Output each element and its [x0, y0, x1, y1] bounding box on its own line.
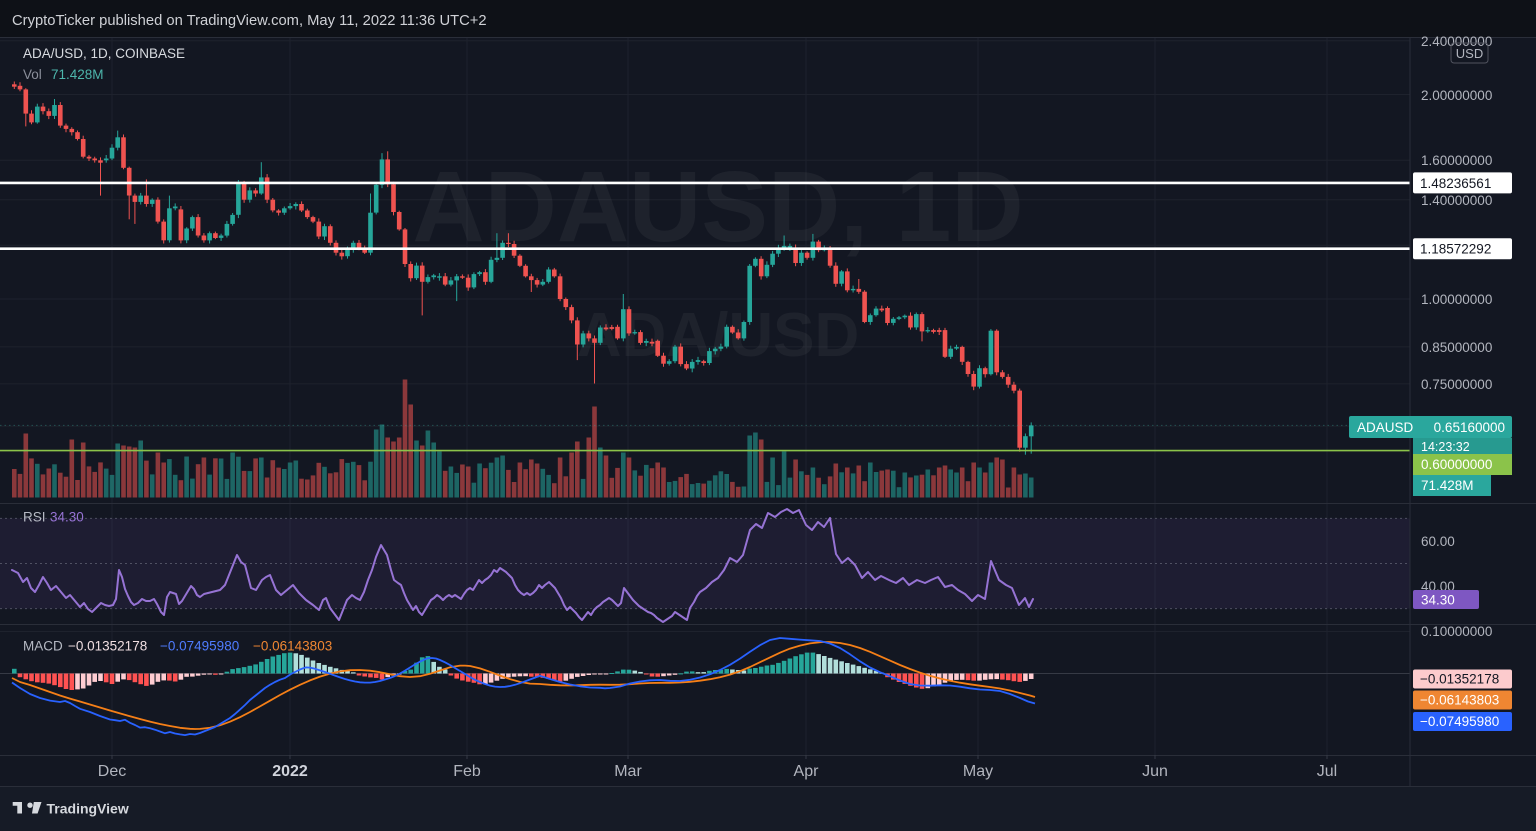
svg-text:0.60000000: 0.60000000 — [1421, 457, 1492, 472]
svg-text:May: May — [963, 763, 993, 780]
svg-text:ADA/USD, 1D, COINBASE: ADA/USD, 1D, COINBASE — [23, 46, 185, 61]
svg-text:−0.07495980: −0.07495980 — [160, 639, 239, 654]
svg-text:−0.06143803: −0.06143803 — [1420, 693, 1499, 708]
svg-text:60.00: 60.00 — [1421, 534, 1455, 549]
svg-text:MACD: MACD — [23, 639, 63, 654]
svg-text:Vol: Vol — [23, 67, 42, 82]
svg-text:71.428M: 71.428M — [51, 67, 104, 82]
svg-text:Feb: Feb — [453, 763, 481, 780]
svg-text:−0.07495980: −0.07495980 — [1420, 714, 1499, 729]
svg-text:−0.01352178: −0.01352178 — [1420, 672, 1499, 687]
svg-text:0.10000000: 0.10000000 — [1421, 624, 1492, 639]
svg-text:0.85000000: 0.85000000 — [1421, 340, 1492, 355]
svg-text:Jun: Jun — [1142, 763, 1168, 780]
svg-text:Jul: Jul — [1317, 763, 1337, 780]
svg-text:Apr: Apr — [794, 763, 820, 780]
svg-text:−0.06143803: −0.06143803 — [253, 639, 332, 654]
svg-text:1.00000000: 1.00000000 — [1421, 292, 1492, 307]
svg-text:RSI: RSI — [23, 510, 46, 525]
svg-text:2.40000000: 2.40000000 — [1421, 34, 1492, 49]
svg-text:1.60000000: 1.60000000 — [1421, 153, 1492, 168]
svg-text:0.65160000: 0.65160000 — [1434, 420, 1505, 435]
svg-text:0.75000000: 0.75000000 — [1421, 377, 1492, 392]
svg-text:1.48236561: 1.48236561 — [1420, 176, 1491, 191]
svg-text:2022: 2022 — [272, 763, 308, 780]
svg-text:1.40000000: 1.40000000 — [1421, 193, 1492, 208]
svg-text:34.30: 34.30 — [1421, 593, 1455, 608]
svg-text:TradingView: TradingView — [47, 801, 129, 817]
svg-text:14:23:32: 14:23:32 — [1421, 440, 1470, 454]
svg-text:34.30: 34.30 — [50, 510, 84, 525]
svg-text:ADAUSD: ADAUSD — [1357, 420, 1414, 435]
svg-text:CryptoTicker published on Trad: CryptoTicker published on TradingView.co… — [12, 13, 487, 29]
svg-text:1.18572292: 1.18572292 — [1420, 242, 1491, 257]
svg-text:Dec: Dec — [98, 763, 126, 780]
svg-text:−0.01352178: −0.01352178 — [68, 639, 147, 654]
svg-text:USD: USD — [1456, 46, 1483, 61]
svg-text:71.428M: 71.428M — [1421, 478, 1474, 493]
svg-text:Mar: Mar — [614, 763, 642, 780]
svg-text:2.00000000: 2.00000000 — [1421, 88, 1492, 103]
